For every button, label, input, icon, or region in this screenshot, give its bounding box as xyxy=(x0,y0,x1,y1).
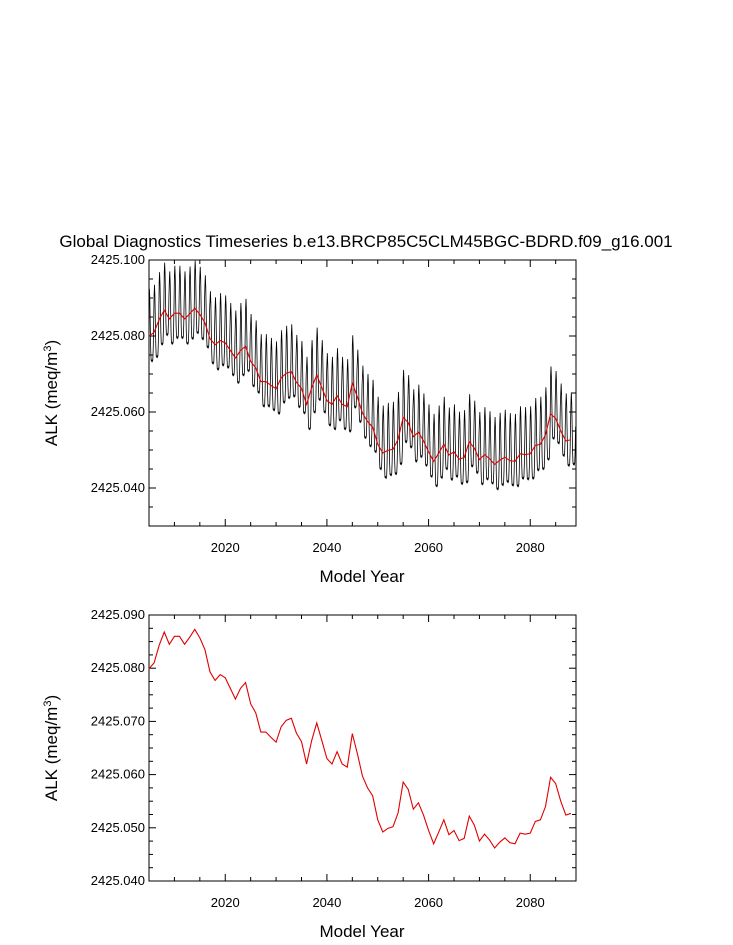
top-x-tick-label: 2040 xyxy=(312,540,341,555)
top-y-label-close: ) xyxy=(42,340,61,346)
bottom-y-tick-label: 2425.040 xyxy=(91,873,145,888)
top-y-tick-label: 2425.080 xyxy=(91,328,145,343)
top-y-tick-labels: 2425.040 2425.060 2425.080 2425.100 xyxy=(91,252,145,495)
top-x-axis-label: Model Year xyxy=(319,567,404,586)
bottom-y-axis-label: ALK (meq/m3) xyxy=(42,695,61,801)
bottom-annual-mean-line xyxy=(148,628,572,849)
bottom-y-tick-label: 2425.060 xyxy=(91,767,145,782)
top-annual-mean-line xyxy=(148,307,572,466)
bottom-x-tick-label: 2020 xyxy=(211,895,240,910)
top-monthly-series-line xyxy=(148,260,576,491)
top-panel: 2425.040 2425.060 2425.080 2425.100 2020 204… xyxy=(42,252,577,586)
bottom-y-label-close: ) xyxy=(42,695,61,701)
bottom-x-tick-label: 2060 xyxy=(414,895,443,910)
bottom-panel: 2425.040 2425.050 2425.060 2425.070 2425.080… xyxy=(42,607,577,941)
bottom-y-label-sup: 3 xyxy=(42,701,54,707)
top-y-tick-label: 2425.060 xyxy=(91,404,145,419)
bottom-y-tick-labels: 2425.040 2425.050 2425.060 2425.070 2425.080… xyxy=(91,607,145,888)
top-y-tick-label: 2425.100 xyxy=(91,252,145,267)
bottom-plot-frame xyxy=(148,614,577,882)
top-y-label-sup: 3 xyxy=(42,346,54,352)
top-x-tick-label: 2020 xyxy=(211,540,240,555)
bottom-y-tick-label: 2425.050 xyxy=(91,820,145,835)
top-x-tick-label: 2080 xyxy=(516,540,545,555)
top-axis-ticks xyxy=(148,259,576,527)
top-x-tick-label: 2060 xyxy=(414,540,443,555)
bottom-x-tick-label: 2040 xyxy=(312,895,341,910)
top-plot-frame xyxy=(148,259,577,527)
bottom-y-tick-label: 2425.090 xyxy=(91,607,145,622)
bottom-y-tick-label: 2425.080 xyxy=(91,660,145,675)
bottom-x-axis-label: Model Year xyxy=(319,922,404,941)
bottom-x-tick-labels: 2020 2040 2060 2080 xyxy=(211,895,545,910)
top-y-axis-label: ALK (meq/m3) xyxy=(42,340,61,446)
bottom-y-tick-label: 2425.070 xyxy=(91,713,145,728)
figure-title: Global Diagnostics Timeseries b.e13.BRCP… xyxy=(59,232,672,251)
bottom-x-tick-label: 2080 xyxy=(516,895,545,910)
bottom-y-label-main: ALK (meq/m xyxy=(42,707,61,801)
top-y-label-main: ALK (meq/m xyxy=(42,352,61,446)
top-x-tick-labels: 2020 2040 2060 2080 xyxy=(211,540,545,555)
top-y-tick-label: 2425.040 xyxy=(91,480,145,495)
bottom-axis-ticks xyxy=(148,614,576,882)
